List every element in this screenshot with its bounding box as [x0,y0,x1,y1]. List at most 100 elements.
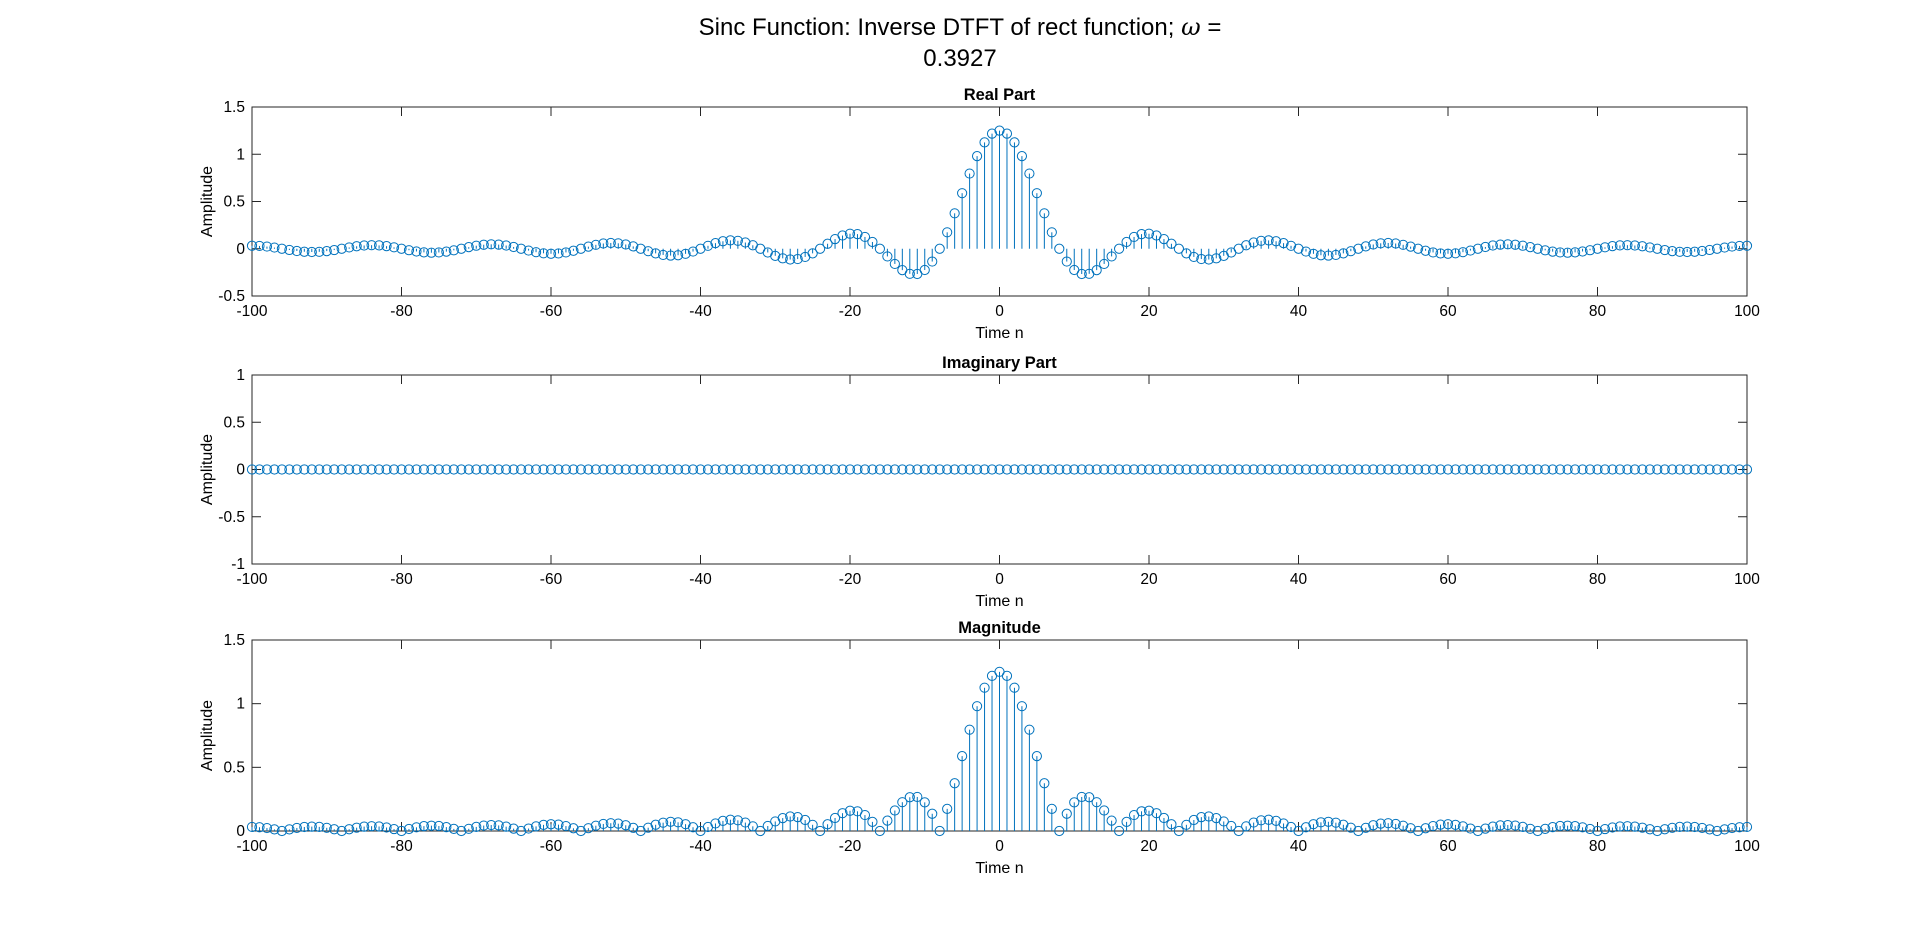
stem-marker [1368,820,1379,831]
stem-marker [1398,464,1409,475]
stem-marker [1719,464,1730,475]
stem-marker [1158,464,1170,475]
x-tick-label: 80 [1589,303,1607,320]
stem-marker [1383,818,1394,829]
x-tick-label: 100 [1734,303,1760,320]
stem-marker [1054,464,1065,475]
stem-marker [1659,244,1670,256]
stem-marker [1644,464,1655,475]
stem-marker [1413,464,1424,475]
stem-marker [1353,825,1364,837]
stem-marker [1293,243,1304,254]
x-tick-label: -60 [540,303,563,320]
stem-marker [1338,248,1349,259]
stem-marker [553,248,564,259]
stem-marker [837,464,848,475]
stem-marker [957,188,968,199]
y-tick-label: -1 [231,556,245,573]
stem-marker [986,128,998,139]
x-tick-label: 60 [1439,838,1457,855]
stem-marker [1719,824,1730,835]
stem-marker [1345,464,1356,475]
stem-marker [1405,823,1416,834]
stem-marker [1555,464,1566,475]
stem-marker [388,464,400,475]
stem-marker [1614,464,1626,475]
axes-box [251,374,1748,565]
stem-marker [1016,701,1028,712]
stem-marker [598,238,609,249]
stem-marker [658,817,669,828]
stem-marker [1510,464,1521,475]
stem-marker [740,464,751,475]
stem-marker [1637,464,1648,475]
stem-marker [1315,817,1327,828]
stem-marker [1420,245,1431,256]
stem-marker [882,815,893,826]
stem-marker [1726,822,1738,834]
stem-marker [1001,464,1013,475]
stem-marker [986,464,998,475]
stem-marker [1383,464,1394,475]
stem-marker [373,240,385,251]
y-tick-label: -0.5 [218,288,245,305]
stem-marker [306,246,317,258]
x-axis-label: Time n [975,593,1023,610]
stem-marker [1599,242,1611,253]
stem-marker [672,817,684,828]
stem-marker [1472,243,1484,254]
stem-marker [314,821,325,832]
stem-marker [680,819,691,830]
stem-marker [1712,825,1723,837]
stem-marker [957,751,968,762]
y-axis-label: Amplitude [199,434,216,505]
stem-marker [792,812,803,823]
stem-marker [1704,464,1715,475]
stem-marker [1712,464,1723,475]
stem-marker [246,240,258,251]
stem-marker [1263,814,1274,825]
stem-marker [560,247,572,258]
stem-marker [628,464,639,475]
x-tick-label: -20 [839,303,862,320]
stem-marker [1697,245,1708,257]
stem-marker [1465,823,1476,834]
stem-marker [822,238,833,249]
stem-marker [1450,464,1461,475]
stem-marker [493,464,504,475]
stem-marker [366,821,377,832]
stem-marker [418,821,430,832]
stem-marker [1031,751,1042,762]
stem-marker [1039,778,1050,789]
stem-marker [284,244,295,256]
stem-marker [1293,464,1304,475]
stem-marker [553,819,564,830]
stem-marker [284,464,295,475]
stem-marker [1569,464,1581,475]
stem-marker [770,464,781,475]
stem-marker [1607,241,1618,252]
stem-marker [867,464,878,475]
stem-marker [1308,819,1319,830]
stem-marker [1121,464,1132,475]
stem-marker [381,464,392,475]
stem-marker [1263,464,1274,475]
stem-marker [299,246,310,257]
stem-marker [994,125,1005,136]
stem-marker [1704,824,1715,835]
stem-marker [762,464,773,475]
stem-marker [1128,231,1140,243]
stem-marker [1704,244,1715,256]
stem-marker [1203,254,1214,265]
x-tick-label: -60 [540,571,563,588]
stem-marker [1435,464,1446,475]
stem-marker [942,803,953,814]
stem-marker [276,243,287,254]
stem-marker [366,240,377,251]
stem-marker [1562,247,1573,258]
stem-marker [471,821,482,833]
stem-marker [1166,238,1177,249]
stem-marker [1532,464,1543,475]
stem-marker [1330,249,1341,261]
stem-marker [1674,821,1685,832]
